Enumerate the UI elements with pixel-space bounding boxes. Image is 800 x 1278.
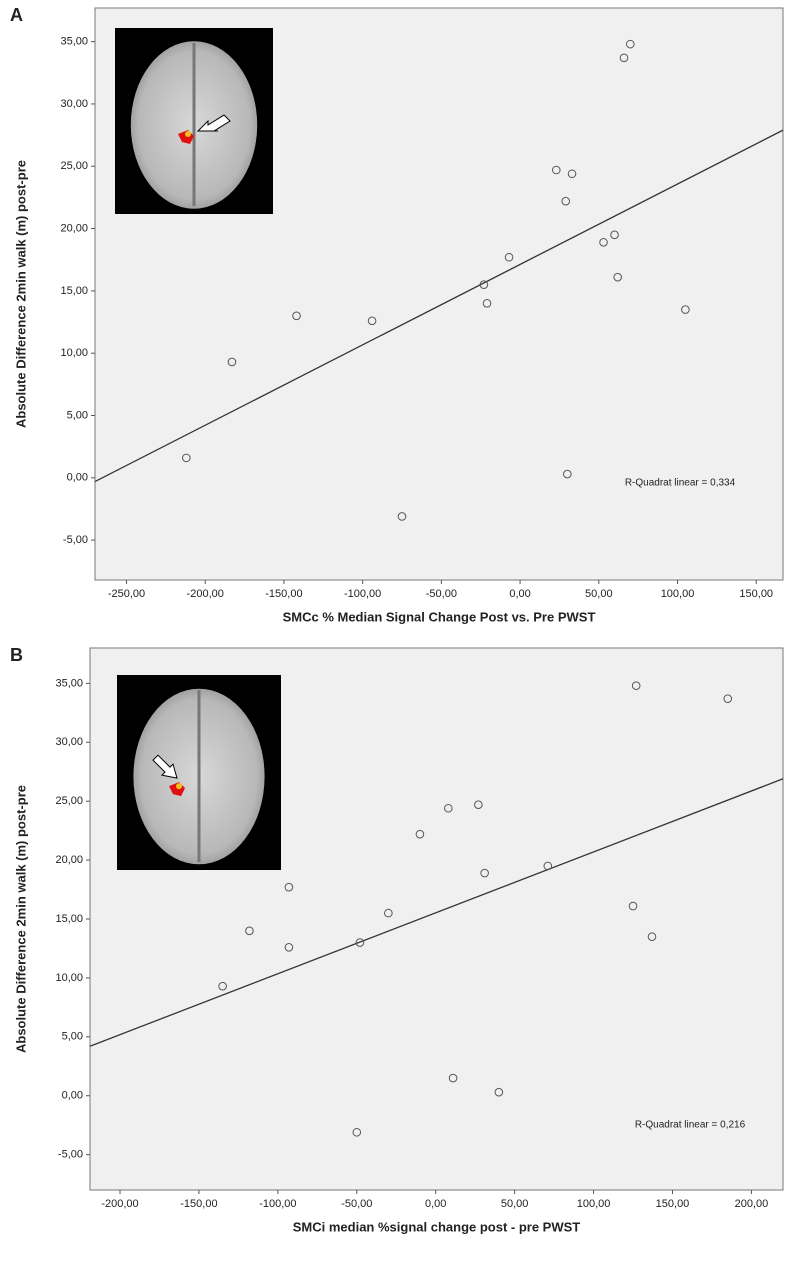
- y-tick-label: 0,00: [62, 1090, 83, 1102]
- point: [444, 803, 453, 813]
- y-tick-label: 15,00: [55, 913, 83, 925]
- x-tick-label: -200,00: [187, 588, 224, 600]
- point: [182, 453, 191, 463]
- panel-label: B: [10, 645, 23, 665]
- panel-label: A: [10, 5, 23, 25]
- point: [563, 469, 572, 479]
- point: [284, 942, 294, 952]
- annotation: R-Quadrat linear = 0,334: [625, 478, 736, 489]
- point: [415, 829, 425, 839]
- x-tick-label: -100,00: [259, 1198, 296, 1210]
- fit-line: [94, 129, 784, 483]
- activation-core: [185, 131, 191, 138]
- y-tick-label: -5,00: [63, 534, 88, 546]
- y-tick-label: 10,00: [55, 972, 83, 984]
- point: [479, 280, 489, 289]
- point: [292, 311, 301, 321]
- annotation: R-Quadrat linear = 0,216: [635, 1120, 746, 1131]
- x-tick-label: -200,00: [101, 1198, 138, 1210]
- point: [284, 882, 294, 892]
- y-tick-label: 0,00: [67, 472, 88, 484]
- y-axis-title: Absolute Difference 2min walk (m) post-p…: [13, 160, 28, 428]
- y-tick-label: -5,00: [58, 1149, 83, 1161]
- point: [355, 938, 365, 947]
- x-tick-label: -150,00: [265, 588, 302, 600]
- x-tick-label: 0,00: [425, 1198, 446, 1210]
- point: [448, 1073, 458, 1083]
- arrow: [152, 754, 178, 779]
- point: [625, 39, 635, 49]
- point: [681, 305, 690, 314]
- activation-core: [176, 783, 182, 790]
- point: [561, 196, 571, 206]
- y-tick-label: 25,00: [55, 795, 83, 807]
- point: [551, 165, 561, 175]
- point: [610, 230, 619, 240]
- point: [599, 237, 608, 247]
- x-tick-label: -100,00: [344, 588, 381, 600]
- point: [482, 299, 492, 308]
- y-tick-label: 20,00: [55, 854, 83, 866]
- point: [480, 868, 489, 878]
- point: [723, 694, 733, 703]
- x-axis-title: SMCc % Median Signal Change Post vs. Pre…: [283, 609, 596, 624]
- point: [397, 512, 407, 521]
- y-tick-label: 5,00: [62, 1031, 83, 1043]
- y-tick-label: 5,00: [67, 409, 88, 421]
- point: [631, 681, 641, 691]
- x-tick-label: 150,00: [739, 588, 773, 600]
- x-tick-label: 50,00: [585, 588, 613, 600]
- y-tick-label: 30,00: [55, 736, 83, 748]
- point: [218, 981, 227, 991]
- y-tick-label: 10,00: [60, 347, 88, 359]
- y-tick-label: 20,00: [60, 222, 88, 234]
- x-tick-label: 150,00: [656, 1198, 690, 1210]
- y-axis-title: Absolute Difference 2min walk (m) post-p…: [13, 785, 28, 1053]
- point: [494, 1087, 504, 1097]
- point: [352, 1127, 362, 1137]
- x-tick-label: 50,00: [501, 1198, 529, 1210]
- point: [504, 252, 514, 262]
- x-tick-label: -50,00: [341, 1198, 372, 1210]
- fit-line: [89, 778, 784, 1047]
- y-tick-label: 25,00: [60, 160, 88, 172]
- y-tick-label: 15,00: [60, 285, 88, 297]
- point: [619, 53, 629, 63]
- point: [647, 932, 657, 941]
- x-tick-label: 200,00: [735, 1198, 769, 1210]
- x-tick-label: 0,00: [509, 588, 530, 600]
- x-tick-label: -150,00: [180, 1198, 217, 1210]
- y-tick-label: 35,00: [60, 36, 88, 48]
- y-tick-label: 35,00: [55, 677, 83, 689]
- point: [613, 272, 622, 282]
- arrow: [196, 114, 231, 132]
- point: [245, 926, 254, 936]
- point: [567, 169, 577, 179]
- x-tick-label: 100,00: [577, 1198, 611, 1210]
- point: [227, 357, 237, 367]
- point: [474, 800, 483, 810]
- point: [384, 908, 393, 918]
- point: [628, 901, 638, 911]
- x-tick-label: 100,00: [661, 588, 695, 600]
- x-tick-label: -250,00: [108, 588, 145, 600]
- point: [543, 861, 553, 871]
- x-tick-label: -50,00: [426, 588, 457, 600]
- point: [367, 316, 377, 326]
- x-axis-title: SMCi median %signal change post - pre PW…: [293, 1219, 581, 1234]
- y-tick-label: 30,00: [60, 98, 88, 110]
